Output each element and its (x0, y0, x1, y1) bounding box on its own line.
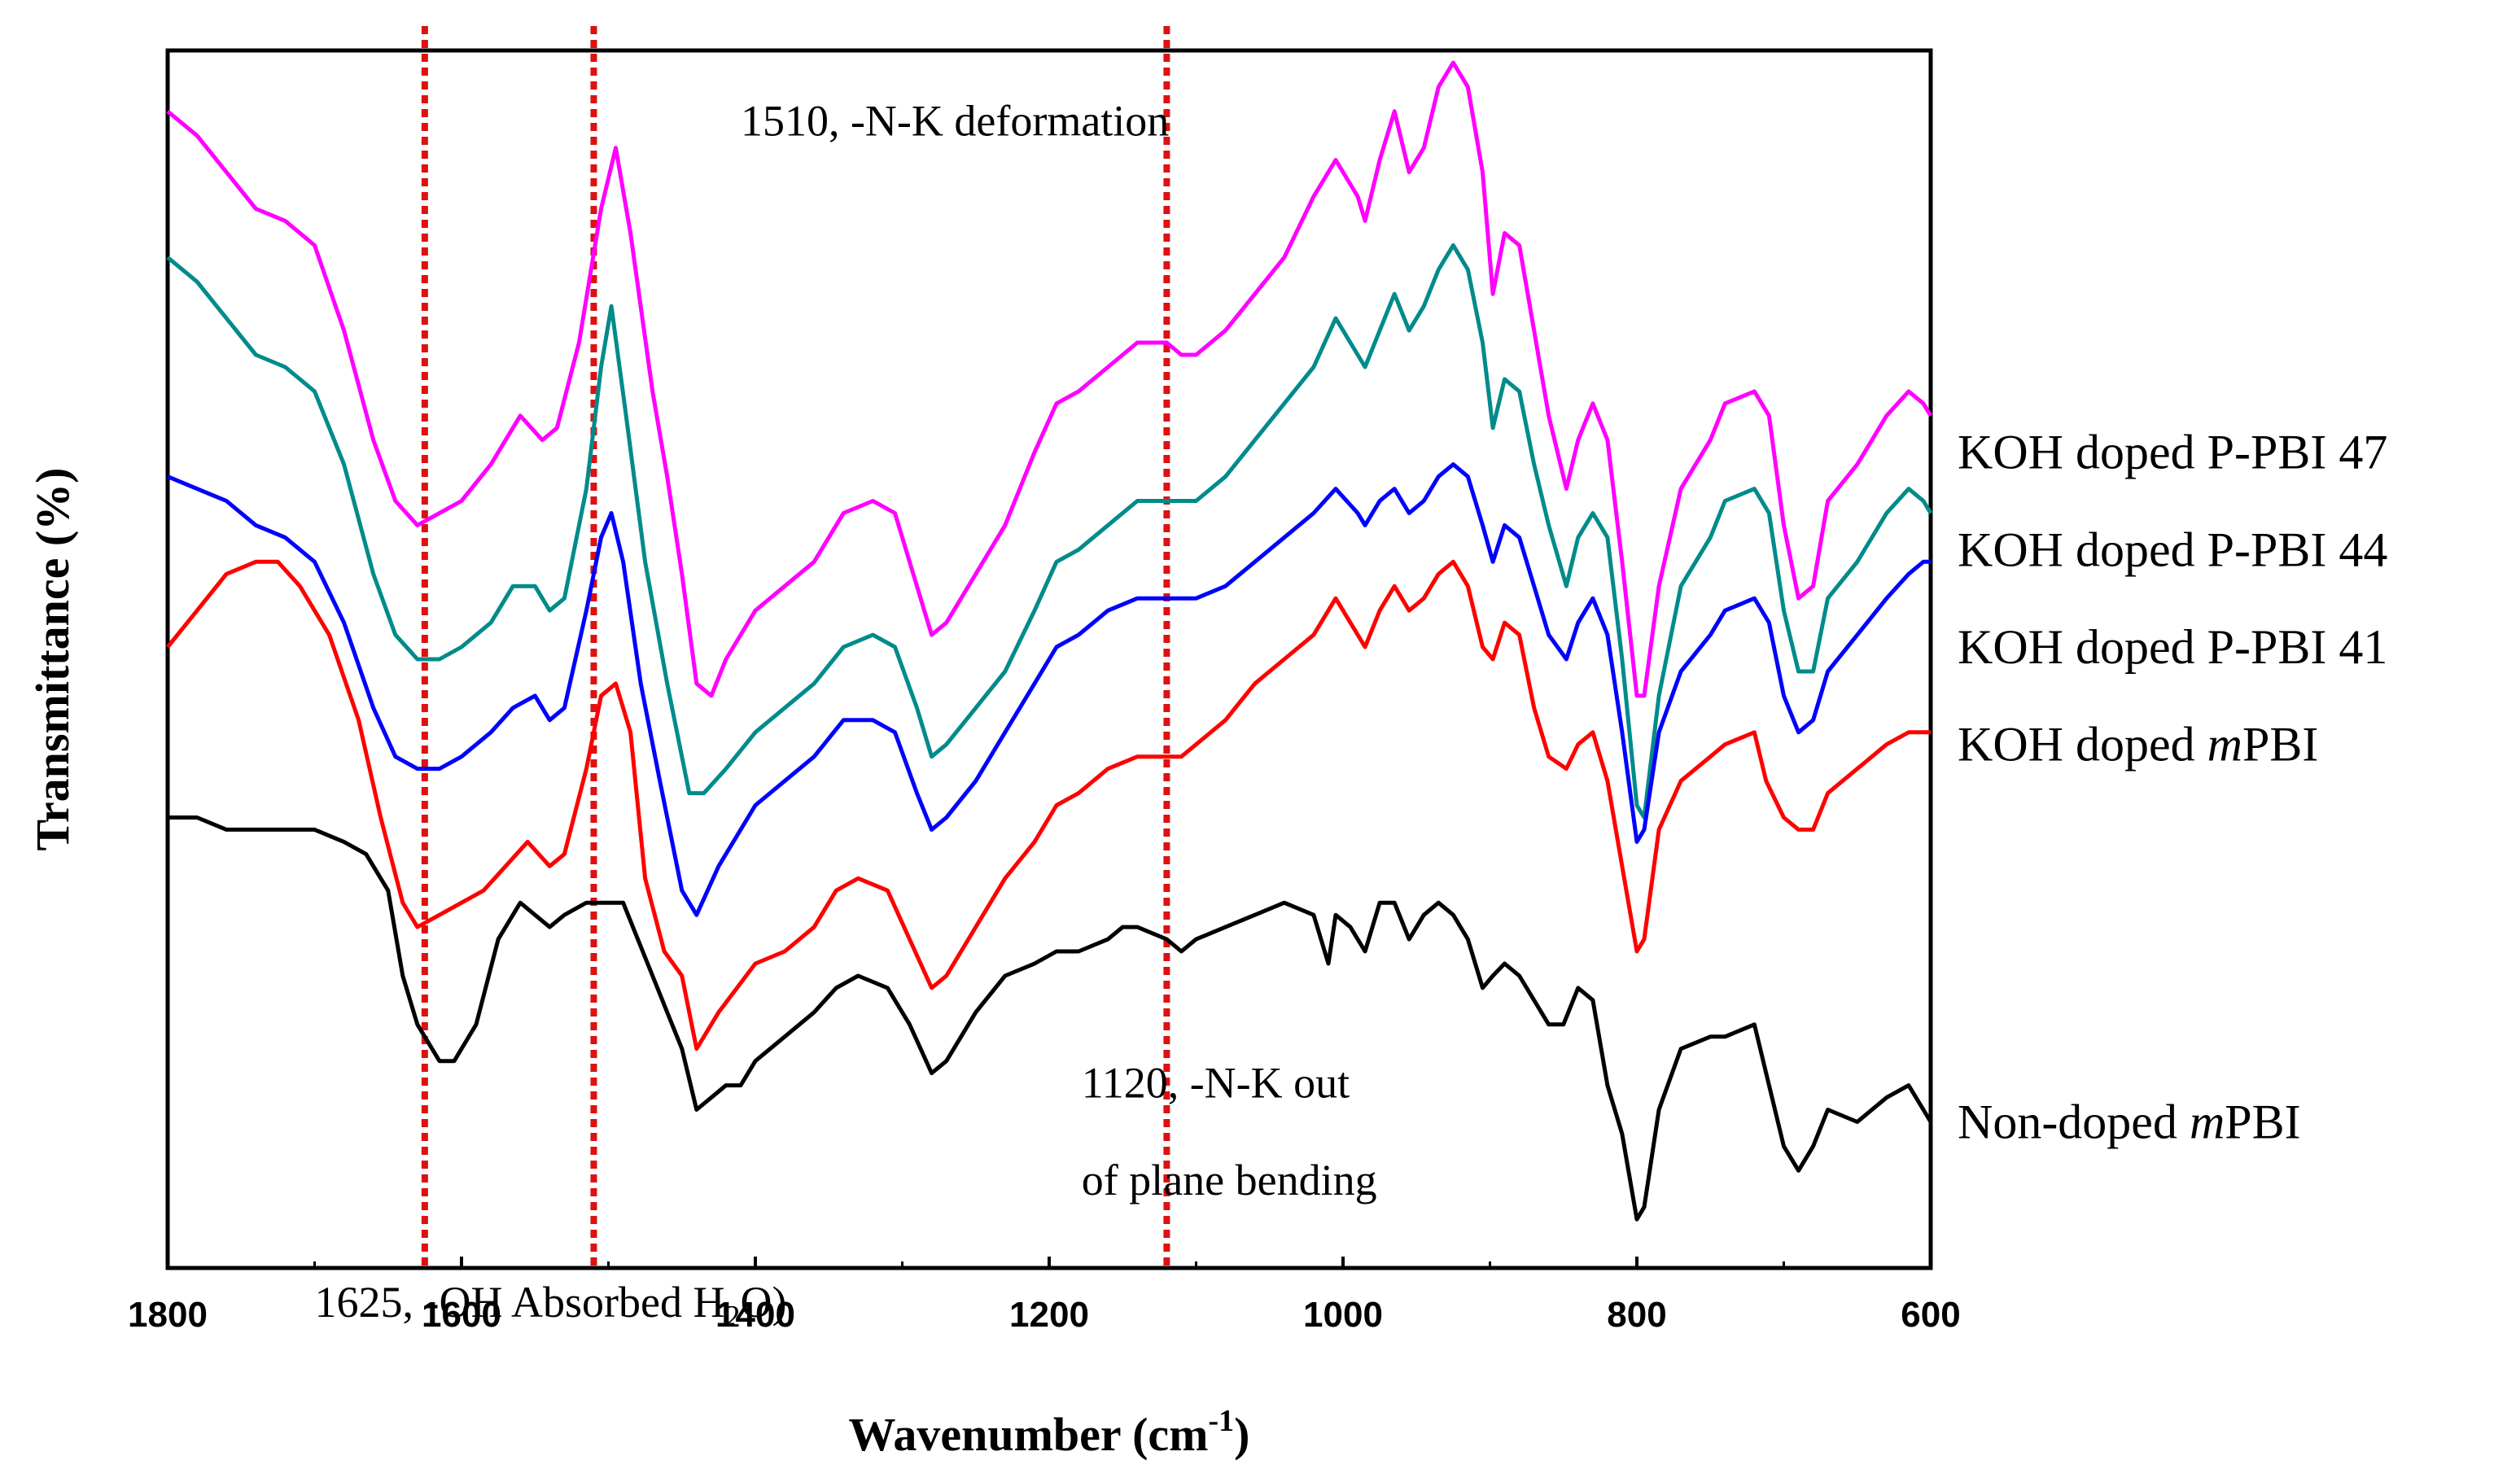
legend-label-text: KOH doped P-PBI 44 (1958, 522, 2387, 576)
series-line-3 (167, 462, 1931, 917)
annotation-label-suffix: O) (740, 1278, 786, 1327)
y-axis-title: Transmittance (%) (26, 468, 79, 851)
legend-label-text: Non-doped (1958, 1095, 2190, 1148)
annotation-label-subscript: 2 (724, 1300, 740, 1334)
annotation-label-1510: 1510, -N-K deformation (741, 97, 1169, 146)
x-axis-title-superscript: -1 (1208, 1404, 1234, 1438)
annotation-label-text: 1625, -OH Absorbed H (315, 1278, 725, 1327)
series-layer (166, 60, 1933, 1222)
legend: KOH doped P-PBI 47 KOH doped P-PBI 44 KOH … (1958, 426, 2387, 1149)
legend-label-italic: m (2207, 718, 2242, 772)
series-line-5 (168, 815, 1933, 1222)
x-tick-label-1200: 1200 (1009, 1295, 1089, 1335)
x-axis-title-close: ) (1234, 1408, 1249, 1461)
annotation-label-1120-line1: 1120, -N-K out (1082, 1059, 1350, 1108)
x-axis-title-main: Wavenumber (cm (849, 1408, 1209, 1461)
series-line-1 (166, 60, 1933, 698)
annotation-labels: 1625, -OH Absorbed H2O) 1510, -N-K deform… (315, 97, 1377, 1334)
series-line-2 (166, 243, 1933, 820)
x-tick-label-1400: 1400 (715, 1295, 795, 1335)
legend-label-5: Non-doped mPBI (1958, 1095, 2301, 1148)
annotation-label-1120-line2: of plane bending (1082, 1156, 1377, 1204)
series-line-4 (166, 559, 1931, 1051)
x-axis-title: Wavenumber (cm-1) (849, 1404, 1250, 1461)
x-tick-label-1600: 1600 (422, 1295, 501, 1335)
x-tick-label-1800: 1800 (128, 1295, 208, 1335)
legend-label-text: KOH doped P-PBI 47 (1958, 426, 2387, 479)
legend-label-2: KOH doped P-PBI 44 (1958, 522, 2387, 576)
legend-label-text: KOH doped P-PBI 41 (1958, 620, 2387, 674)
x-tick-label-600: 600 (1901, 1295, 1960, 1335)
legend-label-text: KOH doped (1958, 718, 2207, 772)
legend-label-3: KOH doped P-PBI 41 (1958, 620, 2387, 674)
annotation-label-1625: 1625, -OH Absorbed H2O) (315, 1278, 787, 1334)
x-axis-ticks: 1800 1600 1400 1200 1000 800 600 (128, 1257, 1961, 1335)
legend-label-italic: m (2190, 1095, 2225, 1148)
legend-label-4: KOH doped mPBI (1958, 718, 2318, 772)
x-tick-label-800: 800 (1607, 1295, 1666, 1335)
legend-label-suffix: PBI (2242, 718, 2318, 772)
legend-label-1: KOH doped P-PBI 47 (1958, 426, 2387, 479)
x-tick-label-1000: 1000 (1303, 1295, 1383, 1335)
legend-label-suffix: PBI (2225, 1095, 2300, 1148)
